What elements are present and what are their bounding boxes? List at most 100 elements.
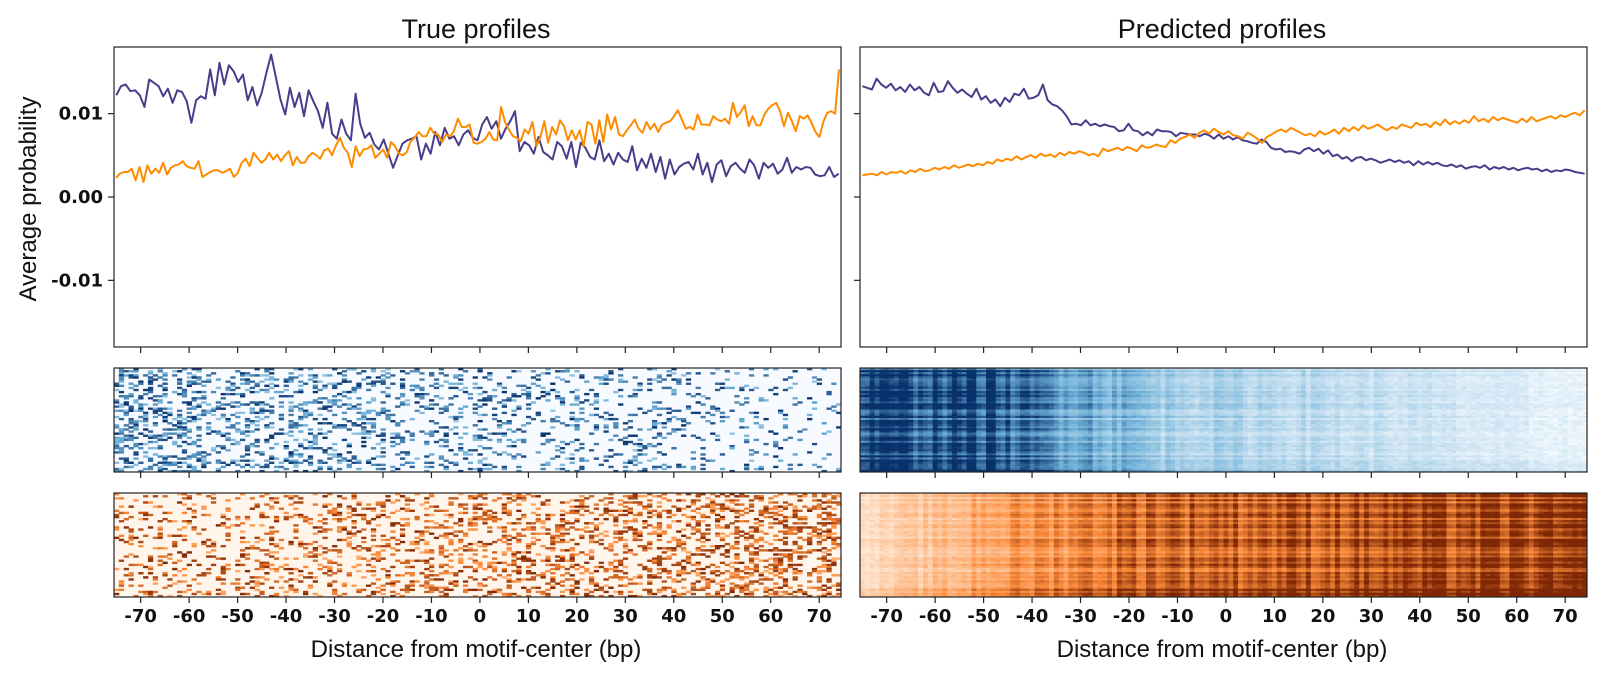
heat-cell <box>971 386 977 390</box>
heat-cell <box>521 430 527 433</box>
heat-cell <box>1107 374 1113 377</box>
heat-cell <box>1150 374 1157 377</box>
heat-cell <box>496 426 503 429</box>
heat-cell <box>278 390 285 394</box>
heat-cell <box>1553 392 1559 396</box>
heat-cell <box>1301 403 1307 406</box>
heat-cell <box>1349 372 1355 375</box>
heat-cell <box>1165 374 1171 377</box>
heat-cell <box>118 428 125 431</box>
heat-cell <box>1242 399 1249 402</box>
heat-cell <box>235 430 241 433</box>
heat-cell <box>1417 374 1423 377</box>
heat-cell <box>424 432 430 435</box>
heat-cell <box>1179 407 1186 410</box>
heat-cell <box>1417 399 1423 402</box>
heat-cell <box>167 469 173 473</box>
heat-cell <box>1082 382 1089 385</box>
heat-cell <box>1320 376 1326 379</box>
heat-cell <box>1281 403 1287 406</box>
heat-cell <box>1005 411 1011 415</box>
heat-cell <box>1102 401 1108 404</box>
heat-cell <box>186 380 192 383</box>
heat-cell <box>399 384 406 388</box>
heat-cell <box>1393 399 1399 402</box>
heat-cell <box>1460 374 1467 377</box>
heat-cell <box>860 384 866 388</box>
heat-cell <box>1189 382 1195 385</box>
heat-cell <box>773 442 779 446</box>
heat-cell <box>981 374 987 377</box>
heat-cell <box>157 444 163 448</box>
heat-cell <box>215 451 222 454</box>
heat-cell <box>1368 378 1375 381</box>
heat-cell <box>1485 388 1491 392</box>
heat-cell <box>1514 409 1520 412</box>
heat-cell <box>1383 380 1389 383</box>
heat-cell <box>254 438 260 442</box>
heat-cell <box>836 403 842 406</box>
heat-cell <box>1078 390 1084 394</box>
heat-cell <box>1073 395 1079 398</box>
heat-cell <box>1116 401 1123 404</box>
heat-cell <box>147 382 154 385</box>
heat-cell <box>1068 386 1074 390</box>
heat-cell <box>1291 370 1297 373</box>
heat-cell <box>1194 380 1200 383</box>
heat-cell <box>1301 378 1307 381</box>
heat-cell <box>1499 399 1506 402</box>
heat-cell <box>1397 409 1404 412</box>
heat-cell <box>1078 411 1084 415</box>
heat-cell <box>923 390 929 394</box>
heat-cell <box>642 447 648 450</box>
heat-cell <box>1553 384 1559 388</box>
heat-cell <box>1029 384 1035 388</box>
heat-cell <box>1068 411 1074 415</box>
heat-cell <box>1238 368 1244 371</box>
heat-cell <box>525 422 532 425</box>
heat-cell <box>893 409 900 412</box>
heat-cell <box>351 368 357 371</box>
heat-cell <box>748 374 755 377</box>
heat-cell <box>879 382 885 385</box>
heat-cell <box>506 444 512 448</box>
heat-cell <box>1538 403 1544 406</box>
heat-cell <box>1436 368 1442 371</box>
heat-cell <box>201 463 207 467</box>
heat-cell <box>147 465 154 469</box>
heat-cell <box>1548 368 1554 371</box>
heat-cell <box>1068 405 1074 408</box>
heat-cell <box>1160 374 1166 377</box>
heat-cell <box>1431 397 1438 400</box>
heat-cell <box>884 401 890 404</box>
heat-cell <box>1010 399 1016 402</box>
heat-cell <box>947 409 953 412</box>
heat-cell <box>927 380 934 383</box>
heat-cell <box>714 434 721 437</box>
heat-cell <box>482 436 488 440</box>
heat-cell <box>1412 368 1418 371</box>
heat-cell <box>414 457 420 460</box>
heat-cell <box>1330 405 1336 408</box>
heat-cell <box>1451 380 1457 383</box>
heat-cell <box>1480 372 1486 375</box>
heat-cell <box>1388 395 1394 398</box>
heat-cell <box>966 370 972 373</box>
heat-cell <box>1257 376 1263 379</box>
heat-cell <box>1165 378 1171 381</box>
heat-cell <box>569 415 575 419</box>
heat-cell <box>283 457 289 460</box>
heat-cell <box>1456 368 1462 371</box>
heat-cell <box>1262 397 1268 400</box>
heat-cell <box>1131 401 1137 404</box>
heat-cell <box>666 374 672 377</box>
heat-cell <box>1334 392 1341 396</box>
heat-cell <box>322 451 328 454</box>
heat-cell <box>443 407 449 410</box>
heat-cell <box>1179 409 1186 412</box>
heat-cell <box>947 380 953 383</box>
heat-cell <box>559 401 566 404</box>
heat-cell <box>1170 390 1176 394</box>
heat-cell <box>1160 409 1166 412</box>
heat-cell <box>123 444 129 448</box>
